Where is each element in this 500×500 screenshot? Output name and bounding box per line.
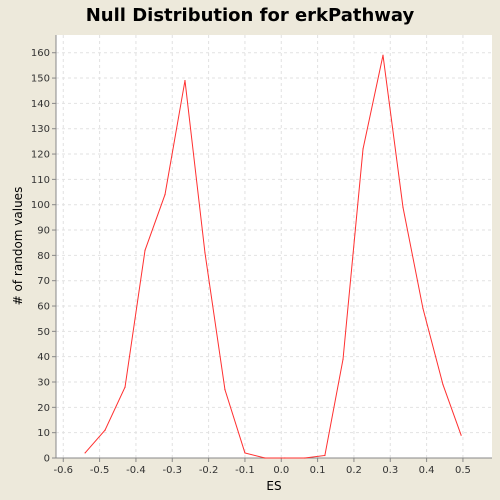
- y-tick-label: 150: [31, 74, 50, 85]
- x-tick-label: 0.0: [273, 465, 289, 476]
- y-tick-label: 80: [37, 251, 50, 262]
- data-point: [284, 457, 286, 459]
- y-tick-label: 40: [37, 352, 50, 363]
- data-point: [224, 389, 226, 391]
- x-tick-label: -0.6: [54, 465, 74, 476]
- y-axis-label: # of random values: [11, 187, 25, 306]
- y-tick-label: 130: [31, 124, 50, 135]
- data-point: [124, 386, 126, 388]
- x-tick-label: -0.4: [126, 465, 146, 476]
- x-tick-label: 0.4: [419, 465, 435, 476]
- data-point: [184, 79, 186, 82]
- plot-area: [56, 35, 492, 458]
- y-tick-label: 70: [37, 276, 50, 287]
- x-tick-label: -0.3: [163, 465, 183, 476]
- y-tick-label: 50: [37, 327, 50, 338]
- chart-title: Null Distribution for erkPathway: [85, 5, 415, 26]
- x-tick-label: 0.1: [310, 465, 326, 476]
- y-tick-label: 110: [31, 175, 50, 186]
- series-layer: [84, 54, 462, 459]
- data-point: [84, 452, 86, 454]
- data-point: [264, 457, 266, 459]
- y-tick-label: 120: [31, 150, 50, 161]
- data-point: [442, 383, 444, 386]
- data-point: [104, 429, 106, 431]
- data-point: [244, 452, 246, 454]
- y-tick-label: 140: [31, 99, 50, 110]
- x-tick-label: -0.1: [235, 465, 255, 476]
- y-tick-label: 160: [31, 48, 50, 59]
- x-tick-label: -0.5: [90, 465, 110, 476]
- data-point: [164, 193, 166, 196]
- data-point: [324, 454, 326, 457]
- x-axis-label: ES: [266, 479, 281, 493]
- grid-lines: [56, 35, 492, 459]
- data-point: [304, 457, 306, 459]
- y-tick-label: 20: [37, 403, 50, 414]
- data-point: [460, 434, 462, 436]
- y-tick-label: 30: [37, 378, 50, 389]
- data-point: [204, 252, 206, 254]
- y-tick-label: 100: [31, 200, 50, 211]
- x-tick-label: 0.2: [346, 465, 362, 476]
- y-tick-label: 10: [37, 428, 50, 439]
- y-tick-label: 90: [37, 226, 50, 237]
- data-point: [362, 148, 364, 150]
- data-point: [422, 307, 424, 310]
- x-tick-label: -0.2: [199, 465, 219, 476]
- y-tick-label: 60: [37, 302, 50, 313]
- data-point: [382, 54, 384, 56]
- data-point: [402, 206, 404, 208]
- data-point: [144, 249, 146, 251]
- x-tick-label: 0.3: [382, 465, 398, 476]
- series-line: [84, 55, 462, 459]
- y-tick-label: 0: [44, 454, 50, 465]
- data-point: [342, 358, 344, 360]
- x-tick-label: 0.5: [455, 465, 471, 476]
